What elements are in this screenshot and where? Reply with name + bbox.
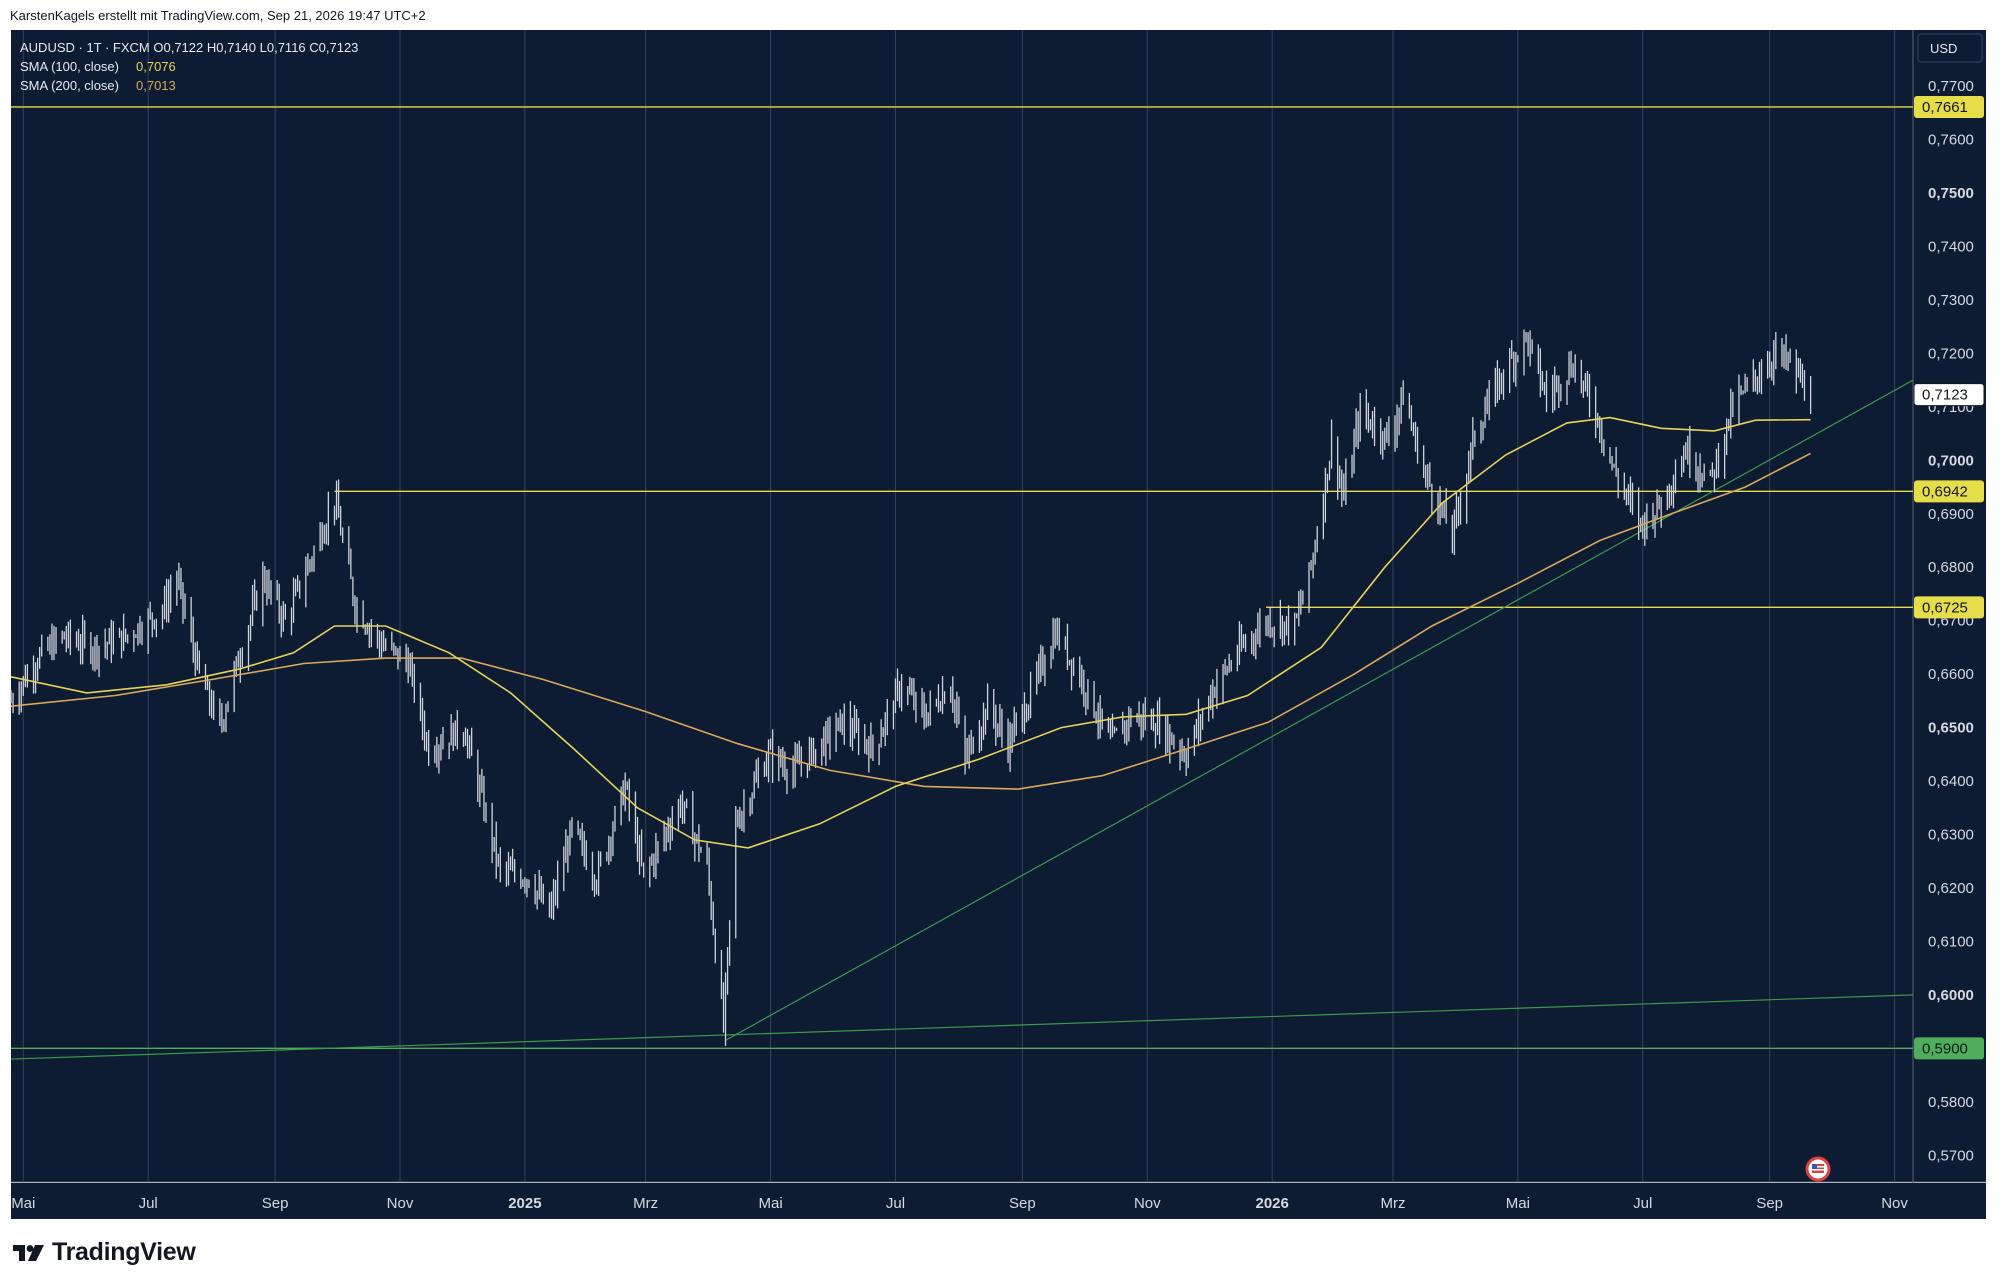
trendline (725, 379, 1914, 1041)
time-tick-label: Mai (11, 1195, 35, 1212)
legend-sma100-value: 0,7076 (136, 59, 176, 74)
level-price-badge (1914, 596, 1984, 619)
us-flag-event-icon[interactable] (1805, 1156, 1831, 1182)
last-price-badge (1913, 383, 1985, 407)
price-tick-label: 0,6800 (1928, 559, 1974, 576)
plot-background (11, 30, 1913, 1182)
price-tick-label: 0,5700 (1928, 1147, 1974, 1164)
trendlines (10, 379, 1914, 1060)
price-tick-label: 0,7500 (1928, 185, 1974, 202)
time-tick-label: Jul (886, 1195, 905, 1212)
last-price-label: 0,7123 (1922, 387, 1968, 404)
level-price-badge (1914, 1037, 1984, 1060)
time-tick-label: Mrz (633, 1195, 658, 1212)
price-tick-label: 0,7600 (1928, 132, 1974, 149)
price-tick-label: 0,6600 (1928, 666, 1974, 683)
price-bars (10, 329, 1812, 1046)
tradingview-logo-icon (13, 1244, 44, 1261)
time-tick-label: Sep (262, 1195, 289, 1212)
level-price-label: 0,6725 (1922, 599, 1968, 616)
legend: AUDUSD · 1T · FXCM O0,7122 H0,7140 L0,71… (20, 40, 358, 93)
time-tick-label: Mai (1506, 1195, 1530, 1212)
chart-credit: KarstenKagels erstellt mit TradingView.c… (10, 8, 426, 23)
time-tick-label: 2026 (1255, 1195, 1288, 1212)
sma100-line (10, 416, 1811, 849)
price-tick-label: 0,6300 (1928, 827, 1974, 844)
time-tick-label: Nov (1134, 1195, 1161, 1212)
tradingview-logo[interactable]: TradingView (12, 1238, 196, 1267)
level-price-badge (1914, 480, 1984, 503)
time-tick-label: Jul (1633, 1195, 1652, 1212)
grid-lines (22, 30, 1896, 1182)
level-price-label: 0,7661 (1922, 99, 1968, 116)
time-tick-label: Sep (1756, 1195, 1783, 1212)
price-tick-label: 0,7700 (1928, 78, 1974, 95)
legend-sma200-label: SMA (200, close) (20, 78, 119, 93)
price-tick-label: 0,6400 (1928, 773, 1974, 790)
tradingview-brand: TradingView (52, 1238, 196, 1266)
time-tick-label: Sep (1009, 1195, 1036, 1212)
time-tick-label: 2025 (508, 1195, 541, 1212)
price-tick-label: 0,7000 (1928, 452, 1974, 469)
price-tick-label: 0,6900 (1928, 506, 1974, 523)
price-tick-label: 0,6500 (1928, 720, 1974, 737)
price-tick-label: 0,7300 (1928, 292, 1974, 309)
time-tick-label: Mrz (1380, 1195, 1405, 1212)
price-tick-label: 0,6000 (1928, 987, 1974, 1004)
price-tick-label: 0,7400 (1928, 239, 1974, 256)
legend-sma200-value: 0,7013 (136, 78, 176, 93)
level-price-badge (1914, 95, 1984, 118)
time-axis: Mai Jul Sep Nov 2025 Mrz Mai Jul Sep Nov 2026 Mrz Ma… (11, 1195, 1908, 1212)
moving-averages (10, 416, 1811, 849)
currency-button[interactable]: USD (1917, 33, 1983, 63)
time-tick-label: Jul (139, 1195, 158, 1212)
time-tick-label: Nov (387, 1195, 414, 1212)
horizontal-levels (11, 106, 1913, 1050)
trendline (10, 994, 1914, 1060)
time-axis-background (11, 1183, 1986, 1219)
legend-symbol-line: AUDUSD · 1T · FXCM O0,7122 H0,7140 L0,71… (20, 40, 358, 55)
level-price-label: 0,5900 (1922, 1040, 1968, 1057)
sma200-line (10, 452, 1811, 790)
price-axis: 0,7700 0,7600 0,7500 0,7400 0,7300 0,7200 0,71… (1913, 78, 1985, 1164)
price-tick-label: 0,5800 (1928, 1094, 1974, 1111)
price-tick-label: 0,6100 (1928, 933, 1974, 950)
level-price-label: 0,6942 (1922, 483, 1968, 500)
price-tick-label: 0,7200 (1928, 345, 1974, 362)
time-tick-label: Mai (758, 1195, 782, 1212)
time-tick-label: Nov (1881, 1195, 1908, 1212)
price-tick-label: 0,6200 (1928, 880, 1974, 897)
currency-button-label: USD (1930, 41, 1957, 56)
legend-sma100-label: SMA (100, close) (20, 59, 119, 74)
